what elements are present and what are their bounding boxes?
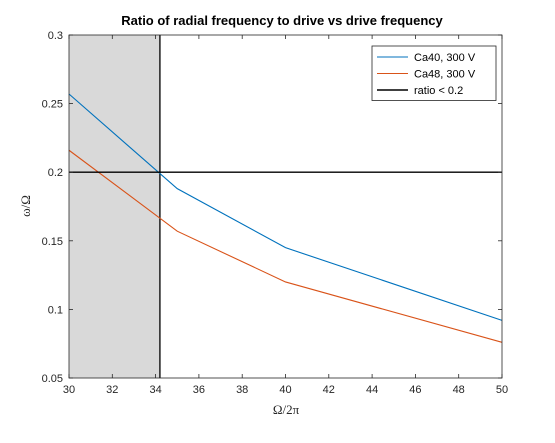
y-tick-label: 0.3 bbox=[48, 30, 63, 42]
legend: Ca40, 300 V Ca48, 300 V ratio < 0.2 bbox=[371, 45, 497, 101]
x-axis-label: Ω/2π bbox=[273, 402, 300, 417]
x-tick-label: 42 bbox=[323, 384, 335, 396]
x-tick-label: 36 bbox=[193, 384, 205, 396]
series-line-1 bbox=[68, 93, 503, 321]
chart-title: Ratio of radial frequency to drive vs dr… bbox=[121, 13, 443, 28]
x-tick-label: 48 bbox=[453, 384, 465, 396]
y-tick-label: 0.1 bbox=[48, 304, 63, 316]
y-tick-label: 0.25 bbox=[42, 99, 63, 111]
shaded-region bbox=[69, 35, 160, 378]
x-tick-label: 38 bbox=[236, 384, 248, 396]
x-tick-label: 40 bbox=[279, 384, 291, 396]
legend-label: ratio < 0.2 bbox=[414, 85, 463, 97]
y-tick-label: 0.2 bbox=[48, 167, 63, 179]
x-tick-label: 44 bbox=[366, 384, 378, 396]
legend-item: Ca40, 300 V bbox=[377, 52, 476, 64]
legend-item: Ca48, 300 V bbox=[377, 69, 476, 81]
y-tick-label: 0.15 bbox=[42, 236, 63, 248]
y-tick-label: 0.05 bbox=[42, 373, 63, 385]
series-line-2 bbox=[68, 149, 503, 343]
legend-label: Ca40, 300 V bbox=[414, 52, 476, 64]
legend-item: ratio < 0.2 bbox=[377, 85, 463, 97]
x-tick-label: 32 bbox=[106, 384, 118, 396]
legend-label: Ca48, 300 V bbox=[414, 69, 476, 81]
x-tick-label: 50 bbox=[496, 384, 508, 396]
x-tick-label: 30 bbox=[63, 384, 75, 396]
x-tick-label: 34 bbox=[149, 384, 161, 396]
x-tick-label: 46 bbox=[409, 384, 421, 396]
y-axis-label: ω/Ω bbox=[18, 195, 33, 217]
